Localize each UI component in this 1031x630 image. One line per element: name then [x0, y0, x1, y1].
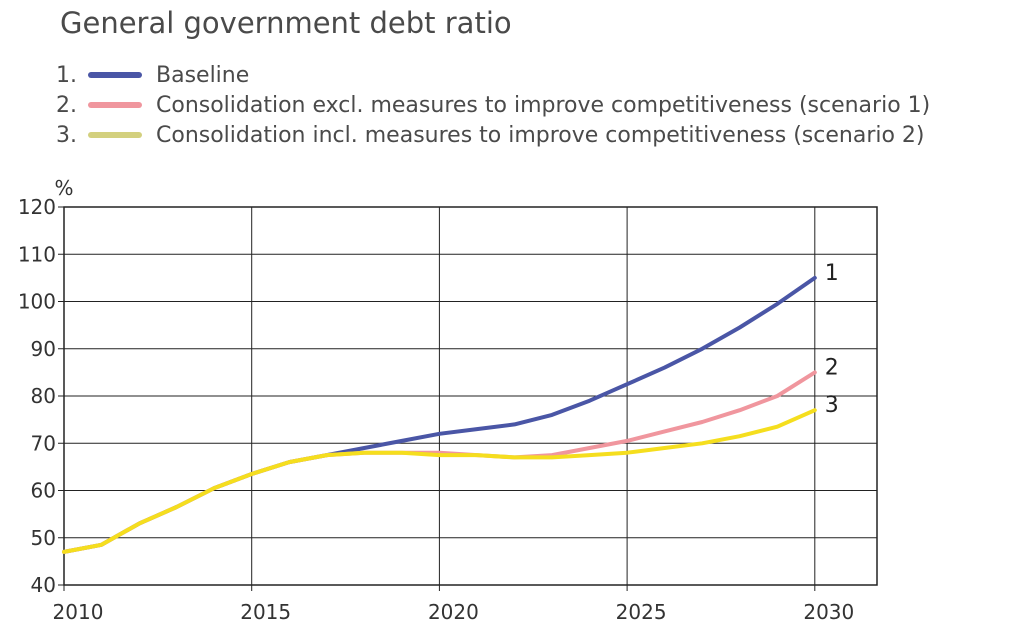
y-tick-label-50: 50	[31, 526, 56, 550]
y-axis-label: %	[54, 176, 73, 200]
legend-number: 1.	[56, 62, 77, 88]
grid	[63, 206, 877, 586]
x-tick-label-2010: 2010	[53, 600, 104, 624]
chart-title: General government debt ratio	[60, 6, 512, 40]
x-tick-label-2025: 2025	[616, 600, 667, 624]
y-tick-label-110: 110	[18, 242, 56, 266]
y-tick-label-90: 90	[31, 337, 56, 361]
legend-label: Consolidation incl. measures to improve …	[156, 122, 925, 148]
legend-label: Consolidation excl. measures to improve …	[156, 92, 931, 118]
x-tick-label-2030: 2030	[803, 600, 854, 624]
legend-swatch-scenario-1	[88, 102, 142, 108]
series-end-label-3: 3	[825, 393, 839, 418]
series-line-3	[62, 408, 817, 554]
tick-labels: 40 50 60 70 80 90 100 110 120 2010 2015 2020 2025 203…	[18, 176, 854, 624]
series-end-label-2: 2	[825, 355, 839, 380]
legend-label: Baseline	[156, 62, 250, 88]
plot-frame	[63, 206, 878, 586]
x-tick-label-2020: 2020	[428, 600, 479, 624]
legend-entry-scenario-2: 3. Consolidation incl. measures to impro…	[56, 120, 925, 150]
legend-entry-scenario-1: 2. Consolidation excl. measures to impro…	[56, 90, 930, 120]
series-lines	[62, 275, 817, 554]
y-tick-label-70: 70	[31, 431, 56, 455]
legend-number: 2.	[56, 92, 77, 118]
legend-swatch-baseline	[88, 72, 142, 78]
legend-entry-baseline: 1. Baseline	[56, 60, 249, 90]
legend-number: 3.	[56, 122, 77, 148]
y-tick-label-60: 60	[31, 479, 56, 503]
axes	[58, 206, 878, 591]
y-tick-label-100: 100	[18, 290, 56, 314]
x-tick-label-2015: 2015	[240, 600, 291, 624]
y-tick-label-120: 120	[18, 195, 56, 219]
legend-swatch-scenario-2	[88, 132, 142, 138]
y-tick-label-80: 80	[31, 384, 56, 408]
y-tick-label-40: 40	[31, 573, 56, 597]
series-end-label-1: 1	[825, 261, 839, 286]
legend: 1. Baseline 2. Consolidation excl. measu…	[0, 0, 1031, 160]
